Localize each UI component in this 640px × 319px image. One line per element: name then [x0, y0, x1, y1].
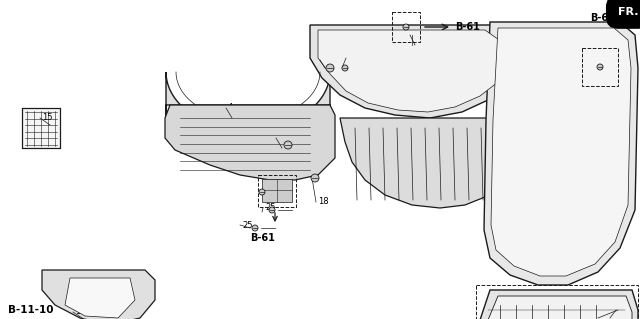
- Text: 18: 18: [318, 197, 328, 206]
- Circle shape: [284, 141, 292, 149]
- Circle shape: [252, 225, 258, 231]
- Polygon shape: [262, 179, 292, 202]
- Text: B-61: B-61: [250, 233, 275, 243]
- Circle shape: [597, 64, 603, 70]
- Polygon shape: [318, 30, 506, 112]
- Circle shape: [311, 174, 319, 182]
- Polygon shape: [340, 118, 512, 208]
- Text: 4: 4: [228, 103, 233, 113]
- Bar: [582, 48, 618, 86]
- Text: 3: 3: [618, 306, 623, 315]
- Text: FR.: FR.: [618, 7, 638, 17]
- Text: SDR4–B3710: SDR4–B3710: [528, 306, 582, 315]
- Text: 21: 21: [348, 54, 358, 63]
- Polygon shape: [165, 105, 335, 180]
- Polygon shape: [22, 108, 60, 148]
- Text: 25: 25: [265, 204, 275, 212]
- Polygon shape: [486, 296, 632, 319]
- Circle shape: [269, 207, 275, 213]
- Text: 25: 25: [242, 220, 253, 229]
- Circle shape: [259, 189, 265, 195]
- Text: B-61: B-61: [590, 13, 615, 23]
- Polygon shape: [42, 270, 155, 319]
- Text: 18: 18: [278, 133, 289, 143]
- Polygon shape: [491, 28, 631, 276]
- Text: 25: 25: [265, 183, 275, 192]
- Circle shape: [326, 64, 334, 72]
- Circle shape: [403, 24, 409, 30]
- Text: 15: 15: [42, 114, 52, 122]
- Polygon shape: [310, 25, 515, 118]
- Polygon shape: [166, 72, 330, 130]
- Bar: [476, 285, 638, 319]
- Text: B-11-10: B-11-10: [8, 305, 54, 315]
- Text: 6: 6: [412, 31, 417, 40]
- Text: B-61: B-61: [455, 22, 480, 32]
- Bar: [258, 175, 296, 207]
- Polygon shape: [65, 278, 135, 318]
- Polygon shape: [484, 22, 638, 285]
- Bar: [392, 12, 420, 42]
- Text: 13: 13: [75, 308, 86, 316]
- Polygon shape: [478, 290, 638, 319]
- Circle shape: [342, 65, 348, 71]
- Text: 18: 18: [322, 56, 333, 64]
